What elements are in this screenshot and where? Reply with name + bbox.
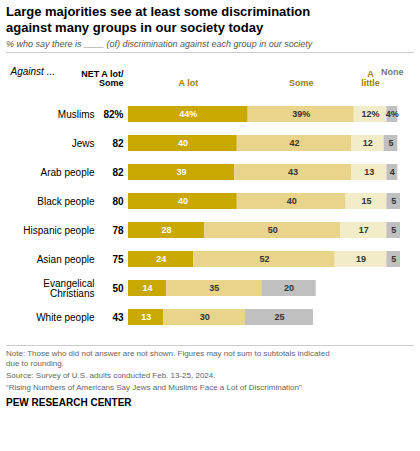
- svg-text:Black people: Black people: [37, 196, 95, 207]
- svg-text:40: 40: [287, 197, 297, 207]
- svg-text:50: 50: [268, 226, 278, 236]
- html-text:Note: Those who did not answer: Note: Those who did not answer are not s…: [6, 349, 330, 369]
- svg-text:39: 39: [177, 168, 187, 178]
- svg-text:Alittle: Alittle: [361, 69, 380, 88]
- svg-text:Jews: Jews: [72, 138, 95, 149]
- svg-text:12: 12: [363, 139, 373, 149]
- svg-text:Hispanic people: Hispanic people: [23, 225, 95, 236]
- svg-text:20: 20: [284, 284, 294, 294]
- svg-text:43: 43: [288, 168, 298, 178]
- html-text:Source: Survey of U.S. adults: Source: Survey of U.S. adults conducted …: [6, 371, 216, 381]
- svg-text:82: 82: [112, 138, 124, 149]
- svg-text:12%: 12%: [362, 110, 380, 120]
- svg-text:NET A lot/Some: NET A lot/Some: [81, 69, 124, 88]
- svg-text:4: 4: [390, 168, 395, 178]
- svg-text:50: 50: [112, 283, 124, 294]
- svg-text:Muslims: Muslims: [58, 109, 95, 120]
- svg-text:80: 80: [112, 196, 124, 207]
- html-text:Large majorities see at least: Large majorities see at least some discr…: [6, 4, 311, 35]
- svg-text:28: 28: [162, 226, 172, 236]
- svg-text:44%: 44%: [179, 110, 197, 120]
- svg-text:78: 78: [112, 225, 124, 236]
- svg-text:15: 15: [361, 197, 371, 207]
- svg-text:A lot: A lot: [179, 78, 199, 88]
- html-text:% who say there is ____ (of) d: % who say there is ____ (of) discriminat…: [6, 39, 313, 50]
- html-text:“Rising Numbers of Americans S: “Rising Numbers of Americans Say Jews an…: [6, 383, 302, 393]
- svg-text:Against ...: Against ...: [10, 66, 55, 77]
- svg-text:Asian people: Asian people: [37, 254, 95, 265]
- svg-text:5: 5: [391, 226, 396, 236]
- svg-text:5: 5: [388, 139, 393, 149]
- svg-text:52: 52: [259, 255, 269, 265]
- svg-text:19: 19: [356, 255, 366, 265]
- svg-text:EvangelicalChristians: EvangelicalChristians: [43, 278, 94, 299]
- html-text:PEW RESEARCH CENTER: PEW RESEARCH CENTER: [6, 397, 132, 409]
- svg-text:40: 40: [178, 197, 188, 207]
- svg-text:17: 17: [359, 226, 369, 236]
- svg-text:24: 24: [156, 255, 166, 265]
- svg-text:13: 13: [364, 168, 374, 178]
- svg-text:30: 30: [200, 313, 210, 323]
- svg-text:82%: 82%: [103, 109, 123, 120]
- svg-text:35: 35: [209, 284, 219, 294]
- svg-text:42: 42: [289, 139, 299, 149]
- svg-text:5: 5: [391, 197, 396, 207]
- svg-text:5: 5: [391, 255, 396, 265]
- svg-text:13: 13: [141, 313, 151, 323]
- svg-text:39%: 39%: [292, 110, 310, 120]
- svg-text:25: 25: [274, 313, 284, 323]
- svg-text:4%: 4%: [386, 110, 399, 120]
- svg-text:43: 43: [112, 312, 124, 323]
- svg-text:Some: Some: [289, 78, 314, 88]
- svg-text:White people: White people: [36, 312, 95, 323]
- svg-text:75: 75: [112, 254, 124, 265]
- svg-text:None: None: [381, 67, 404, 77]
- svg-text:14: 14: [143, 284, 153, 294]
- svg-text:82: 82: [112, 167, 124, 178]
- svg-text:Arab people: Arab people: [41, 167, 95, 178]
- svg-text:40: 40: [178, 139, 188, 149]
